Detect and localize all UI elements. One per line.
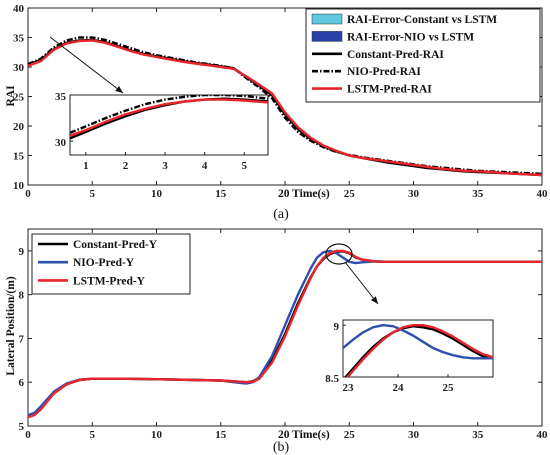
lateral-inset-y-tick-label: 9 <box>334 321 340 333</box>
rai-y-tick-label: 40 <box>13 3 25 15</box>
lateral-x-axis-label: 20 Time(s) <box>278 429 330 441</box>
lateral-y-tick-label: 9 <box>19 246 25 258</box>
lateral-zoom-arrow-line <box>344 261 379 305</box>
rai-x-tick-label: 10 <box>151 188 163 200</box>
rai-inset-x-tick-label: 5 <box>241 160 247 172</box>
rai-inset-lines <box>70 95 268 140</box>
rai-y-tick-label: 15 <box>13 151 25 163</box>
lateral-x-tick-label: 0 <box>25 429 31 441</box>
lateral-legend-label-constant-pred-y: Constant-Pred-Y <box>73 239 158 251</box>
rai-x-tick-label: 0 <box>25 188 31 200</box>
lateral-x-tick-label: 5 <box>90 429 96 441</box>
lateral-legend-label-nio-pred-y: NIO-Pred-Y <box>73 257 135 269</box>
lateral-y-tick-label: 7 <box>19 333 25 345</box>
lateral-series-lstm-pred-y <box>27 249 542 419</box>
rai-zoom-arrow-line <box>49 36 124 94</box>
rai-inset-y-tick-label: 35 <box>55 91 67 103</box>
rai-y-tick-label: 30 <box>13 62 25 74</box>
lateral-inset-series-lstm-pred-y <box>345 324 493 377</box>
rai-y-tick-label: 10 <box>13 180 25 192</box>
lateral-y-tick-label: 8 <box>19 290 25 302</box>
rai-legend-label-nio-pred-rai: NIO-Pred-RAI <box>347 66 421 78</box>
rai-x-tick-label: 25 <box>344 188 356 200</box>
rai-x-tick-label: 30 <box>408 188 420 200</box>
rai-inset-x-tick-label: 4 <box>202 160 208 172</box>
rai-inset-x-tick-label: 2 <box>123 160 129 172</box>
lateral-x-tick-label: 25 <box>344 429 356 441</box>
rai-legend-label-rai-error-nio vs lstm: RAI-Error-NIO vs LSTM <box>347 31 474 43</box>
lateral-x-tick-label: 10 <box>151 429 163 441</box>
lateral-x-tick-label: 35 <box>472 429 484 441</box>
rai-y-axis-label: RAI <box>5 85 17 107</box>
rai-inset-x-tick-label: 1 <box>83 160 89 172</box>
lateral-x-tick-label: 15 <box>215 429 227 441</box>
lateral-y-tick-label: 6 <box>19 377 25 389</box>
lateral-inset-x-tick-label: 25 <box>443 382 455 394</box>
rai-legend-swatch-rai-error-constant vs lstm <box>311 13 343 25</box>
rai-x-axis-label: 20 Time(s) <box>278 188 330 200</box>
lateral-legend-label-lstm-pred-y: LSTM-Pred-Y <box>73 275 146 287</box>
rai-legend-label-lstm-pred-rai: LSTM-Pred-RAI <box>347 84 432 96</box>
rai-legend-box <box>305 8 541 103</box>
rai-inset-x-tick-label: 3 <box>162 160 168 172</box>
lateral-x-tick-label: 40 <box>537 429 549 441</box>
lateral-inset-series-nio-pred-y <box>343 324 493 360</box>
rai-legend-swatch-rai-error-nio vs lstm <box>311 31 343 42</box>
lateral-caption: (b) <box>273 440 290 455</box>
rai-x-tick-label: 5 <box>90 188 96 200</box>
rai-zoom-arrow-head <box>115 86 123 93</box>
rai-inset-y-tick-label: 30 <box>55 137 67 149</box>
rai-legend-label-constant-pred-rai: Constant-Pred-RAI <box>347 49 444 61</box>
rai-inset-series-lstm-pred-rai <box>70 98 268 137</box>
rai-y-tick-label: 35 <box>13 33 25 45</box>
lateral-zoom-arrow-head <box>370 296 378 304</box>
lateral-zoom-ellipse <box>325 243 353 265</box>
lateral-x-tick-label: 30 <box>408 429 420 441</box>
rai-legend-label-rai-error-constant vs lstm: RAI-Error-Constant vs LSTM <box>347 14 497 26</box>
lateral-inset-x-tick-label: 24 <box>393 382 405 394</box>
lateral-inset-lines <box>343 324 493 377</box>
lateral-y-tick-label: 5 <box>19 421 25 433</box>
rai-series-lstm-pred-rai <box>27 39 543 177</box>
lateral-inset-x-tick-label: 23 <box>343 382 355 394</box>
rai-x-tick-label: 35 <box>472 188 484 200</box>
rai-x-tick-label: 40 <box>537 188 549 200</box>
rai-caption: (a) <box>273 207 289 222</box>
rai-y-tick-label: 20 <box>13 121 25 133</box>
lateral-inset-y-tick-label: 8.5 <box>325 373 339 385</box>
rai-x-tick-label: 15 <box>215 188 227 200</box>
lateral-inset-series-constant-pred-y <box>344 325 493 377</box>
rai-inset-series-nio-pred-rai <box>70 95 268 134</box>
lateral-y-axis-label: Lateral Position/(m) <box>5 276 17 375</box>
rai-y-tick-label: 25 <box>13 92 25 104</box>
